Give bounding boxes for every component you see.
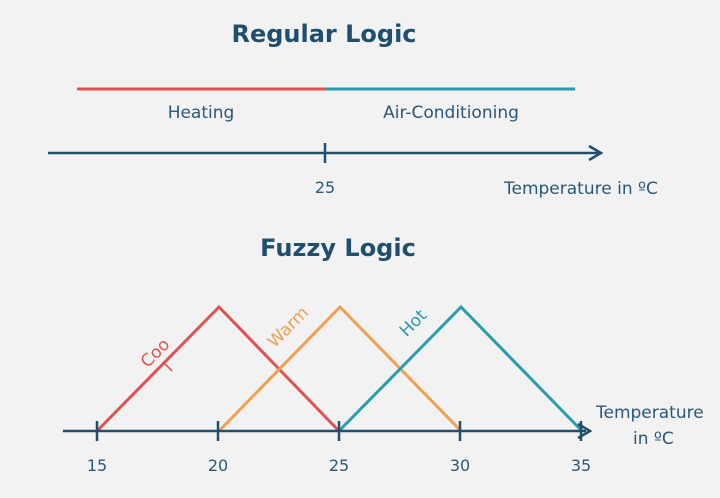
fuzzy-tick-label-30: 30 <box>450 456 470 475</box>
regular-axis-arrowhead <box>588 144 604 162</box>
cool-membership-triangle <box>95 304 341 433</box>
ac-label: Air-Conditioning <box>383 103 519 123</box>
regular-logic-title: Regular Logic <box>231 20 416 48</box>
fuzzy-tick-label-15: 15 <box>87 456 107 475</box>
regular-tick-label-25: 25 <box>315 178 335 197</box>
warm-membership-triangle <box>217 304 463 433</box>
warm-label: Warm <box>264 303 313 352</box>
hot-label: Hot <box>396 306 431 341</box>
fuzzy-axis-ticks: 15 20 25 30 35 <box>87 421 591 475</box>
cool-label-continuation: l <box>160 359 177 376</box>
fuzzy-axis-label-line1: Temperature <box>595 403 704 423</box>
fuzzy-tick-label-35: 35 <box>571 456 591 475</box>
fuzzy-tick-label-25: 25 <box>329 456 349 475</box>
heating-label: Heating <box>168 103 235 123</box>
fuzzy-tick-label-20: 20 <box>208 456 228 475</box>
fuzzy-logic-title: Fuzzy Logic <box>260 234 416 262</box>
hot-membership-triangle <box>337 304 584 433</box>
fuzzy-axis-label-line2: in ºC <box>633 429 674 449</box>
regular-axis-label: Temperature in ºC <box>503 179 658 199</box>
